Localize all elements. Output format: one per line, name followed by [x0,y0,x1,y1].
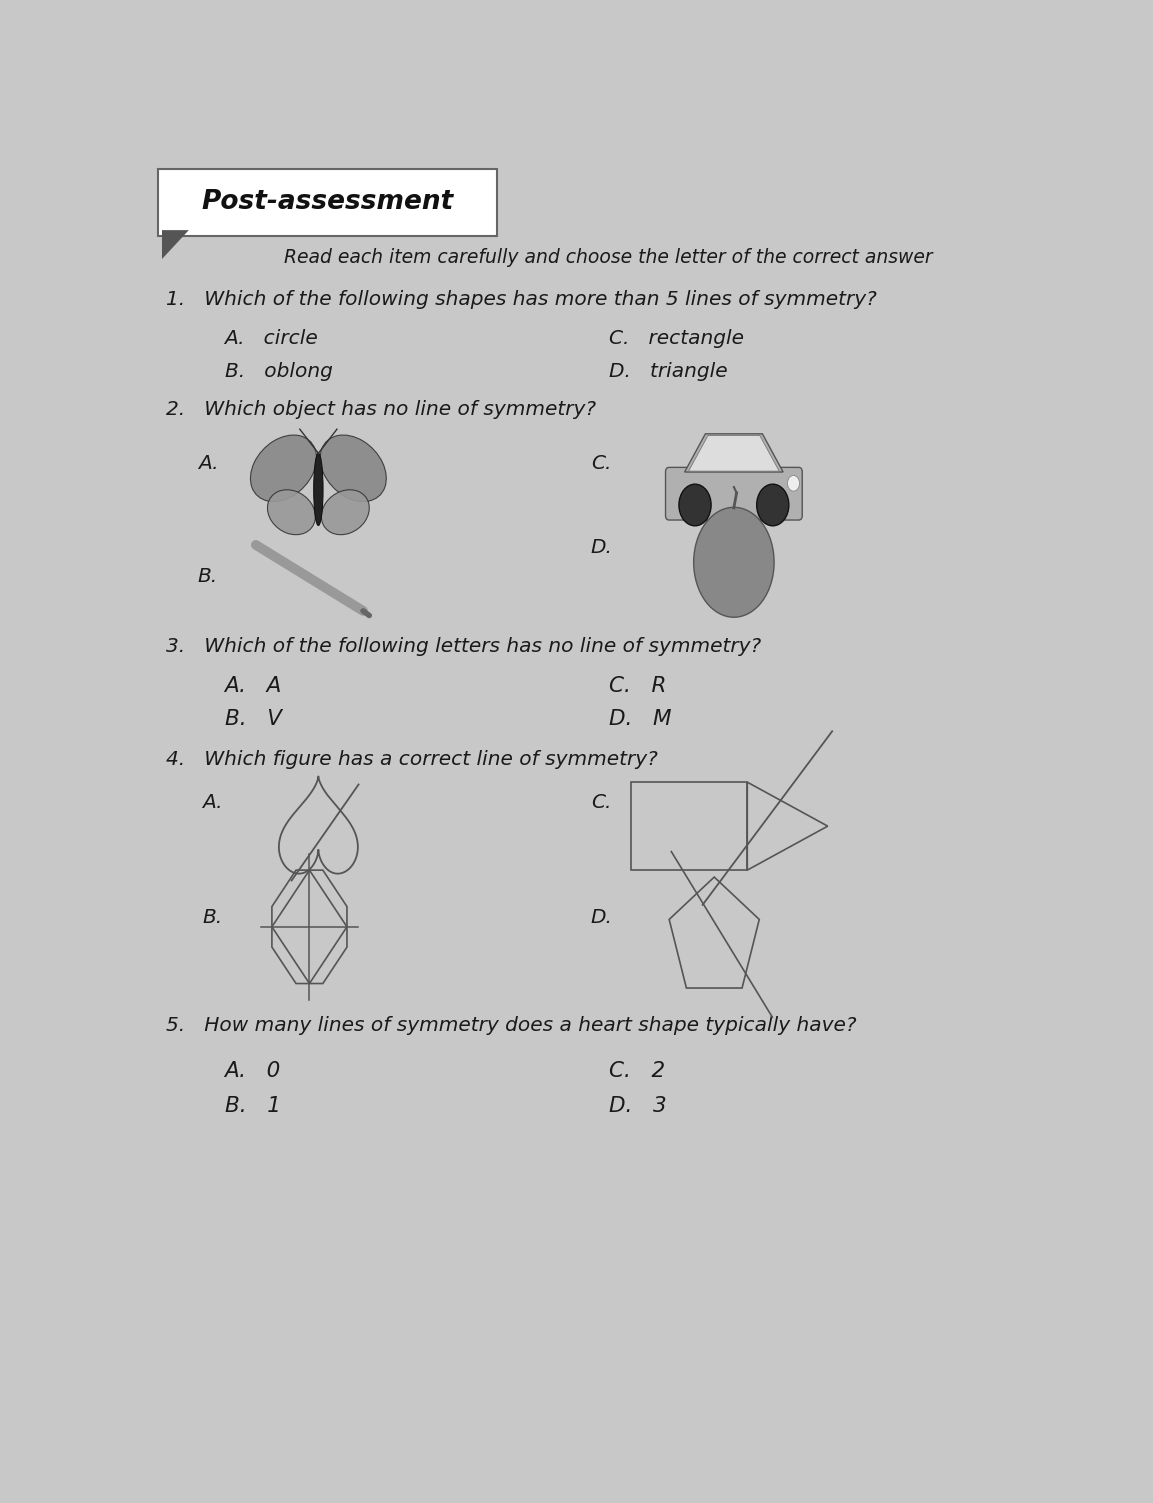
Text: C.   R: C. R [609,676,666,696]
Ellipse shape [694,508,774,618]
Text: B.: B. [202,908,223,927]
Text: 2.   Which object has no line of symmetry?: 2. Which object has no line of symmetry? [166,400,596,419]
Ellipse shape [314,454,323,526]
Text: 3.   Which of the following letters has no line of symmetry?: 3. Which of the following letters has no… [166,637,762,657]
Text: B.   oblong: B. oblong [225,362,332,380]
Circle shape [787,475,799,491]
Text: A.: A. [202,794,223,813]
Text: 5.   How many lines of symmetry does a heart shape typically have?: 5. How many lines of symmetry does a hea… [166,1016,857,1034]
Ellipse shape [321,434,386,502]
Text: A.: A. [198,454,218,473]
Ellipse shape [267,490,316,535]
Polygon shape [161,230,189,259]
Text: 1.   Which of the following shapes has more than 5 lines of symmetry?: 1. Which of the following shapes has mor… [166,290,877,310]
Text: D.   triangle: D. triangle [609,362,728,380]
Polygon shape [688,436,779,470]
Text: C.   2: C. 2 [609,1061,665,1082]
Text: A.   A: A. A [225,676,282,696]
Text: 4.   Which figure has a correct line of symmetry?: 4. Which figure has a correct line of sy… [166,750,658,768]
Text: Post-assessment: Post-assessment [201,189,453,215]
Ellipse shape [250,434,317,502]
FancyBboxPatch shape [158,168,497,236]
FancyBboxPatch shape [665,467,802,520]
Circle shape [756,484,789,526]
Text: D.: D. [590,538,612,556]
Text: C.: C. [590,454,611,473]
Text: C.   rectangle: C. rectangle [609,329,744,349]
Text: B.   V: B. V [225,708,281,729]
Text: A.   circle: A. circle [225,329,318,349]
Text: B.: B. [198,567,218,586]
Ellipse shape [322,490,369,535]
Polygon shape [685,434,783,472]
Text: A.   0: A. 0 [225,1061,281,1082]
Text: C.: C. [590,794,611,813]
Text: B.   1: B. 1 [225,1096,280,1117]
Text: Read each item carefully and choose the letter of the correct answer: Read each item carefully and choose the … [285,248,933,268]
Text: D.   M: D. M [609,708,671,729]
Text: D.   3: D. 3 [609,1096,666,1117]
Text: D.: D. [590,908,612,927]
Circle shape [679,484,711,526]
